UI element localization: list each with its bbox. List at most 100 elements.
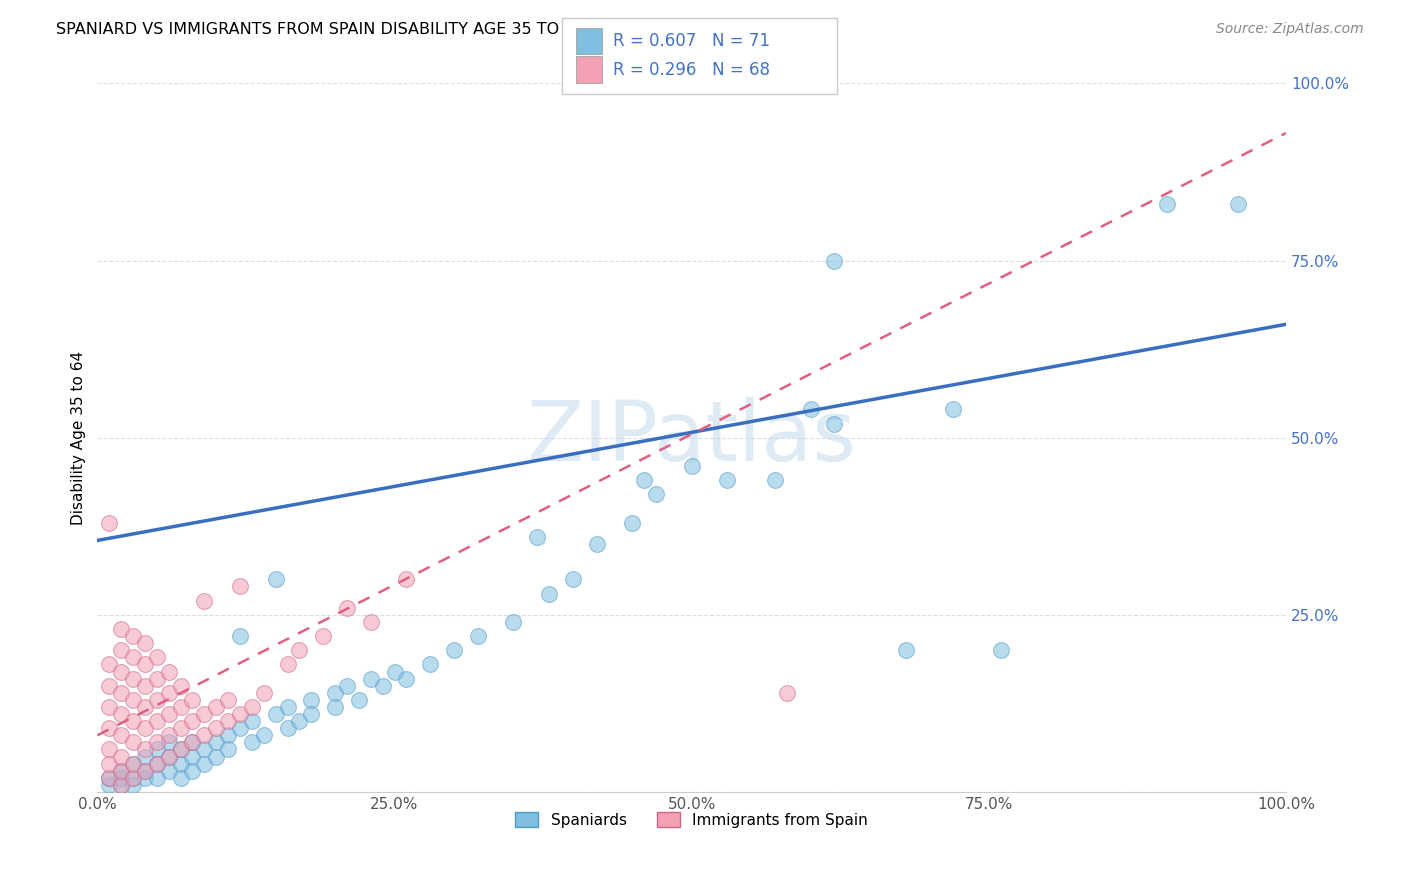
Point [395,672,418,686]
Point [169,742,191,756]
Point [347,693,370,707]
Point [299,693,322,707]
Point [561,573,583,587]
Point [169,756,191,771]
Point [360,672,382,686]
Point [98,778,121,792]
Point [240,700,263,714]
Point [122,693,145,707]
Point [169,742,191,756]
Text: SPANIARD VS IMMIGRANTS FROM SPAIN DISABILITY AGE 35 TO 64 CORRELATION CHART: SPANIARD VS IMMIGRANTS FROM SPAIN DISABI… [56,22,763,37]
Point [110,622,132,636]
Point [181,693,204,707]
Point [799,402,821,417]
Point [240,714,263,728]
Point [157,706,180,721]
Point [990,643,1012,657]
Point [716,473,738,487]
Point [336,679,359,693]
Point [110,665,132,679]
Point [1227,197,1250,211]
Point [110,728,132,742]
Point [146,672,169,686]
Point [146,693,169,707]
Point [134,636,156,650]
Point [193,706,215,721]
Point [122,778,145,792]
Point [763,473,786,487]
Point [169,679,191,693]
Point [312,629,335,643]
Point [240,735,263,749]
Point [181,764,204,778]
Point [205,749,228,764]
Point [122,771,145,785]
Point [193,728,215,742]
Point [217,714,239,728]
Point [526,530,548,544]
Point [360,615,382,629]
Point [253,728,276,742]
Point [277,700,299,714]
Point [336,600,359,615]
Point [157,686,180,700]
Point [157,749,180,764]
Point [110,778,132,792]
Point [229,629,252,643]
Point [193,593,215,607]
Point [110,764,132,778]
Point [253,686,276,700]
Point [98,771,121,785]
Point [110,764,132,778]
Point [134,721,156,735]
Point [98,516,121,530]
Point [98,756,121,771]
Point [98,771,121,785]
Point [205,735,228,749]
Text: ZIPatlas: ZIPatlas [527,397,856,478]
Point [942,402,965,417]
Point [502,615,524,629]
Point [217,693,239,707]
Point [894,643,917,657]
Point [157,735,180,749]
Point [146,742,169,756]
Point [823,417,845,431]
Point [181,714,204,728]
Point [134,764,156,778]
Point [205,700,228,714]
Y-axis label: Disability Age 35 to 64: Disability Age 35 to 64 [72,351,86,524]
Point [134,749,156,764]
Legend: Spaniards, Immigrants from Spain: Spaniards, Immigrants from Spain [509,806,875,834]
Point [146,714,169,728]
Point [122,756,145,771]
Point [157,749,180,764]
Point [585,537,607,551]
Point [122,629,145,643]
Point [98,742,121,756]
Point [395,573,418,587]
Point [169,700,191,714]
Point [122,672,145,686]
Text: Source: ZipAtlas.com: Source: ZipAtlas.com [1216,22,1364,37]
Point [229,579,252,593]
Point [157,764,180,778]
Point [146,735,169,749]
Point [134,657,156,672]
Point [467,629,489,643]
Point [134,700,156,714]
Point [110,749,132,764]
Point [823,253,845,268]
Point [205,721,228,735]
Point [122,714,145,728]
Point [419,657,441,672]
Point [645,487,668,501]
Point [633,473,655,487]
Point [323,686,346,700]
Point [146,771,169,785]
Point [98,700,121,714]
Point [98,657,121,672]
Point [181,735,204,749]
Point [217,728,239,742]
Point [169,771,191,785]
